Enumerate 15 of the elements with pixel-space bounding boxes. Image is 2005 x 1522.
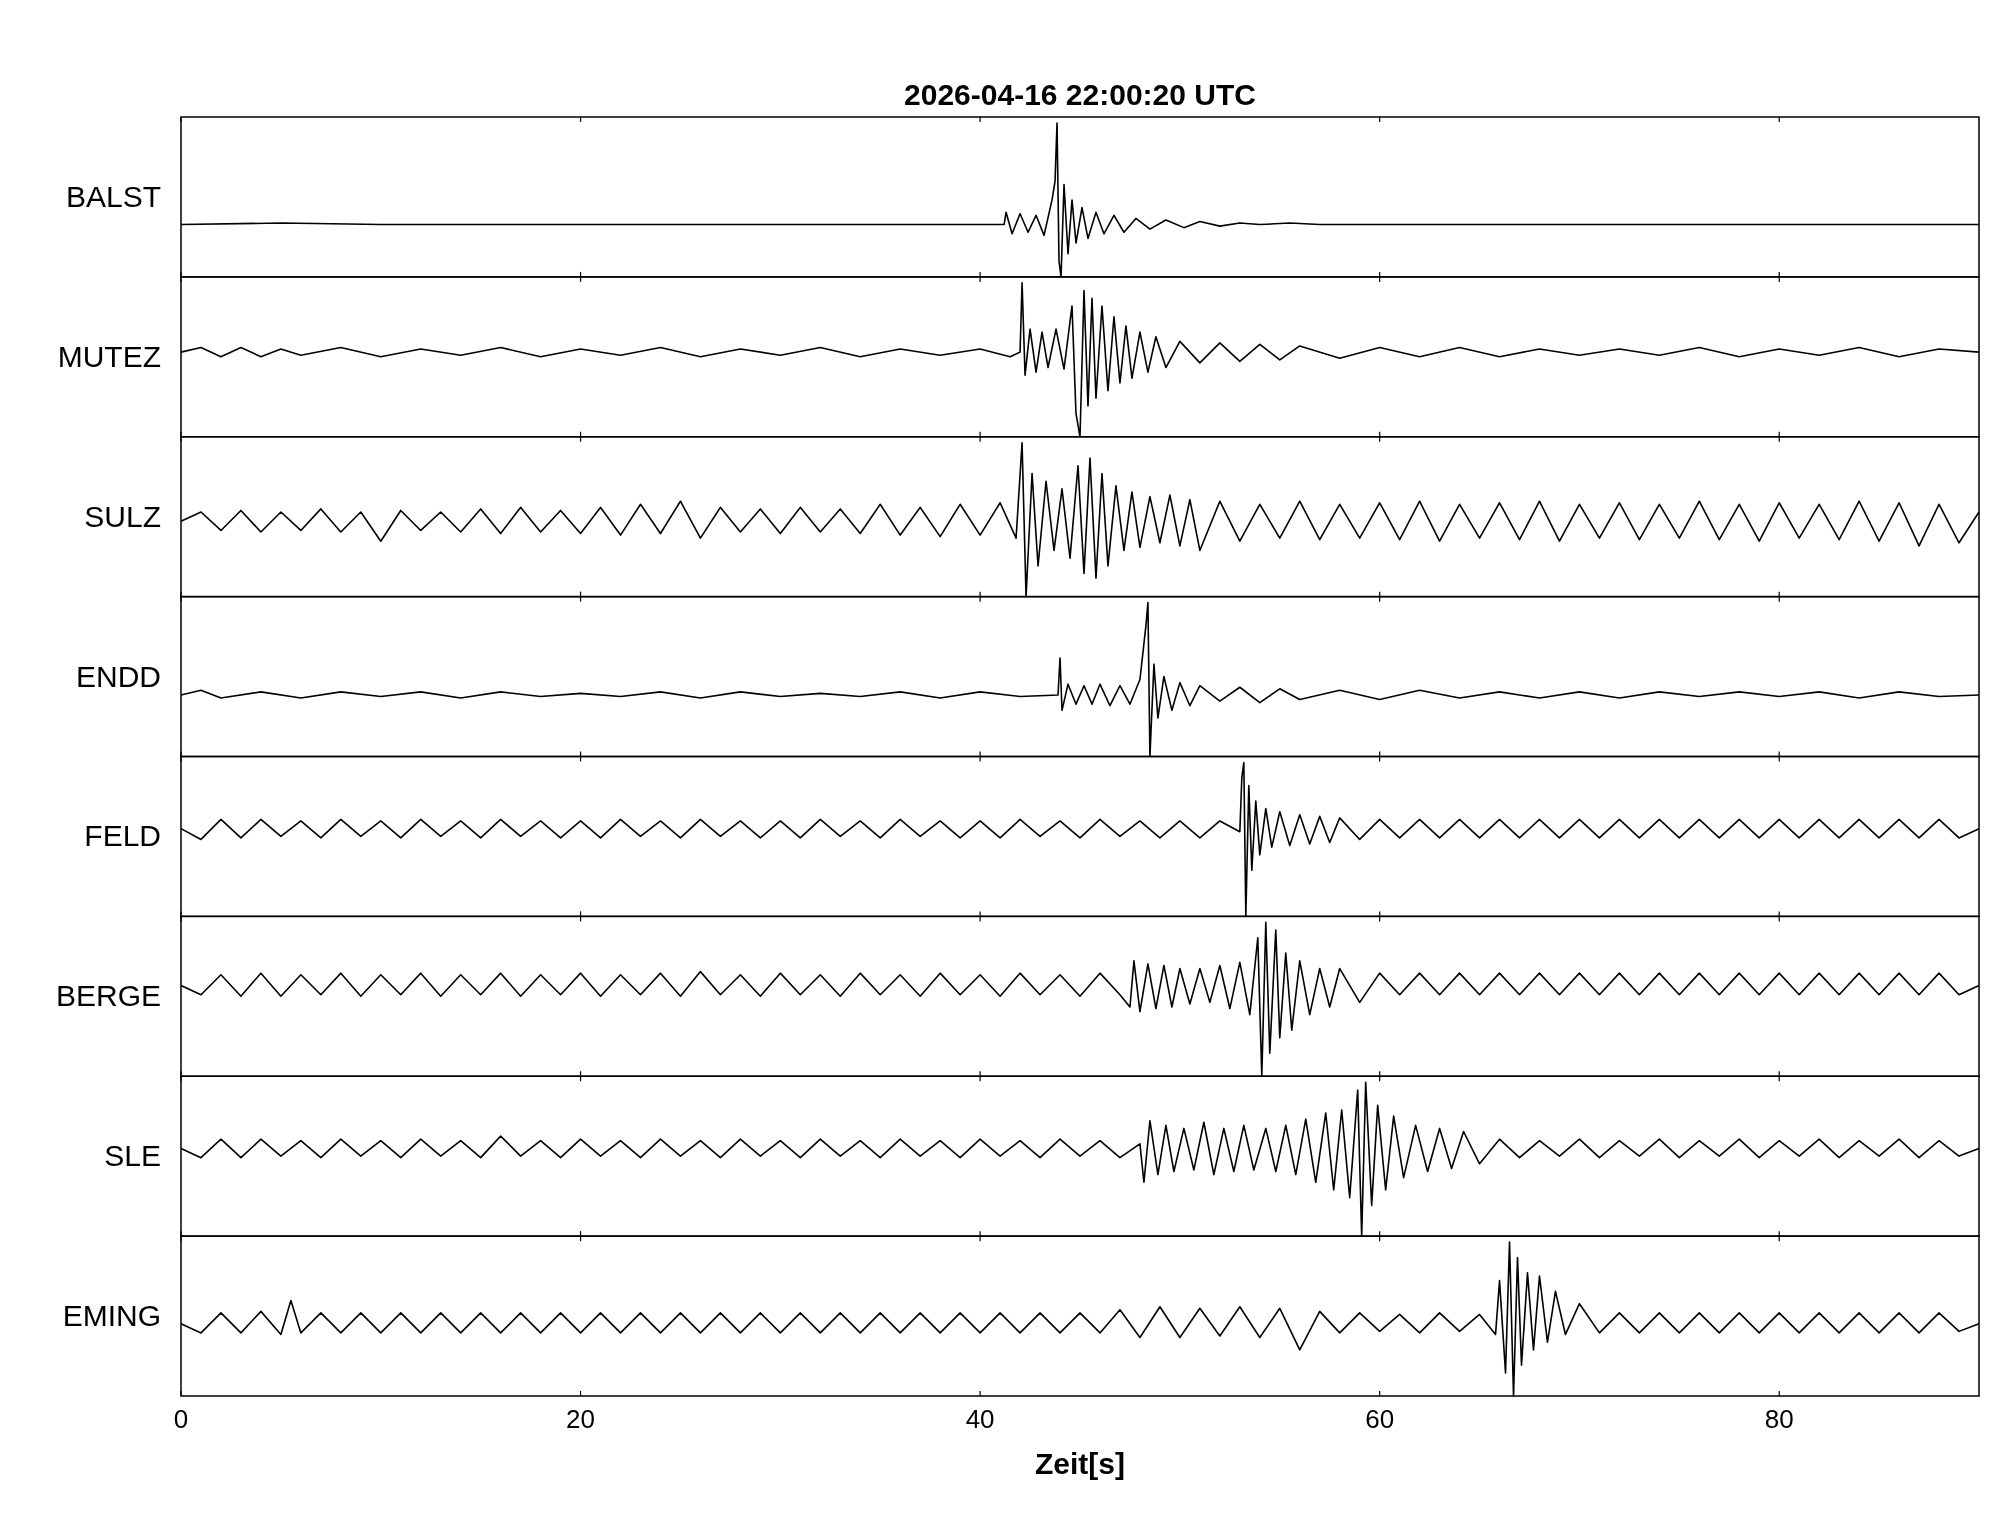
- x-tick-label: 20: [566, 1404, 596, 1434]
- chart-title: 2026-04-16 22:00:20 UTC: [904, 78, 1256, 111]
- y-axis-title: EMING: [62, 1299, 161, 1333]
- y-axis-title: FELD: [84, 819, 161, 853]
- y-axis-title: BERGE: [55, 979, 161, 1013]
- y-axis-title: SLE: [104, 1139, 161, 1173]
- y-axis-title: BALST: [65, 179, 161, 213]
- x-axis-title: Zeit[s]: [1035, 1447, 1125, 1480]
- y-axis-title: ENDD: [75, 659, 161, 693]
- x-tick-label: 0: [173, 1404, 189, 1434]
- x-tick-label: 40: [965, 1404, 995, 1434]
- y-axis-title: MUTEZ: [57, 339, 161, 373]
- y-axis-title: SULZ: [84, 499, 161, 533]
- x-tick-label: 60: [1365, 1404, 1395, 1434]
- x-tick-label: 80: [1764, 1404, 1794, 1434]
